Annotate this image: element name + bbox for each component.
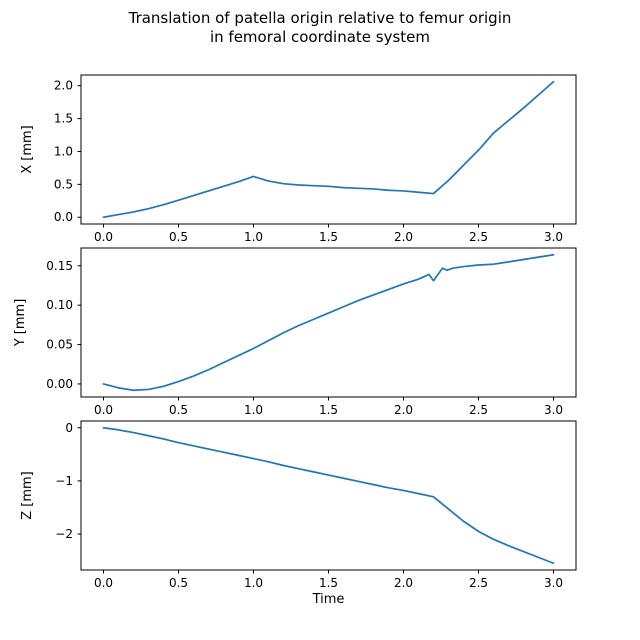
x-tick-label: 3.0 — [544, 403, 563, 417]
y-tick-label: 0.15 — [46, 259, 73, 273]
y-tick-label: 1.5 — [54, 112, 73, 126]
x-tick-label: 2.5 — [469, 403, 488, 417]
y-axis-label: X [mm] — [20, 125, 35, 174]
x-tick-label: 0.5 — [169, 576, 188, 590]
y-tick-label: −1 — [55, 474, 73, 488]
x-tick-label: 1.0 — [244, 576, 263, 590]
x-tick-label: 2.0 — [394, 576, 413, 590]
x-tick-label: 2.0 — [394, 230, 413, 244]
x-tick-label: 0.0 — [94, 403, 113, 417]
axes-box — [80, 247, 577, 398]
subplot-x: 0.0 0.5 1.0 1.5 2.0 2.5 3.0 0.0 0.5 1.0 1.5 2.0 X [m… — [20, 74, 577, 244]
figure-title-line1: Translation of patella origin relative t… — [128, 9, 512, 27]
x-tick-label: 3.0 — [544, 576, 563, 590]
x-tick-label: 1.0 — [244, 230, 263, 244]
x-tick-label: 1.5 — [319, 403, 338, 417]
y-tick-label: 0.5 — [54, 177, 73, 191]
data-line — [102, 80, 555, 219]
x-tick-label: 3.0 — [544, 230, 563, 244]
y-axis-label: Y [mm] — [13, 299, 28, 348]
figure-title: Translation of patella origin relative t… — [0, 9, 640, 47]
y-tick-label: 0.00 — [46, 377, 73, 391]
x-tick-label: 0.5 — [169, 230, 188, 244]
y-axis-label: Z [mm] — [20, 471, 35, 520]
data-line — [102, 426, 555, 565]
x-tick-label: 0.5 — [169, 403, 188, 417]
x-tick-label: 2.5 — [469, 230, 488, 244]
axes-box — [80, 74, 577, 225]
x-axis-label: Time — [312, 592, 345, 607]
y-tick-label: 0.0 — [54, 210, 73, 224]
x-tick-label: 0.0 — [94, 230, 113, 244]
y-tick-label: 2.0 — [54, 79, 73, 93]
x-tick-label: 1.5 — [319, 576, 338, 590]
x-tick-label: 0.0 — [94, 576, 113, 590]
y-tick-label: −2 — [55, 527, 73, 541]
subplot-z: 0.0 0.5 1.0 1.5 2.0 2.5 3.0 0 −1 −2 Z [mm] — [20, 420, 577, 590]
data-line — [102, 253, 555, 392]
x-tick-label: 1.0 — [244, 403, 263, 417]
y-tick-label: 0.05 — [46, 338, 73, 352]
y-tick-label: 0 — [65, 421, 73, 435]
subplot-y: 0.0 0.5 1.0 1.5 2.0 2.5 3.0 0.00 0.05 0.10 0.15 Y [… — [13, 247, 577, 417]
figure-title-line2: in femoral coordinate system — [209, 28, 431, 46]
y-tick-label: 1.0 — [54, 144, 73, 158]
x-tick-label: 1.5 — [319, 230, 338, 244]
y-tick-label: 0.10 — [46, 298, 73, 312]
x-tick-label: 2.0 — [394, 403, 413, 417]
x-tick-label: 2.5 — [469, 576, 488, 590]
axes-box — [80, 420, 577, 571]
